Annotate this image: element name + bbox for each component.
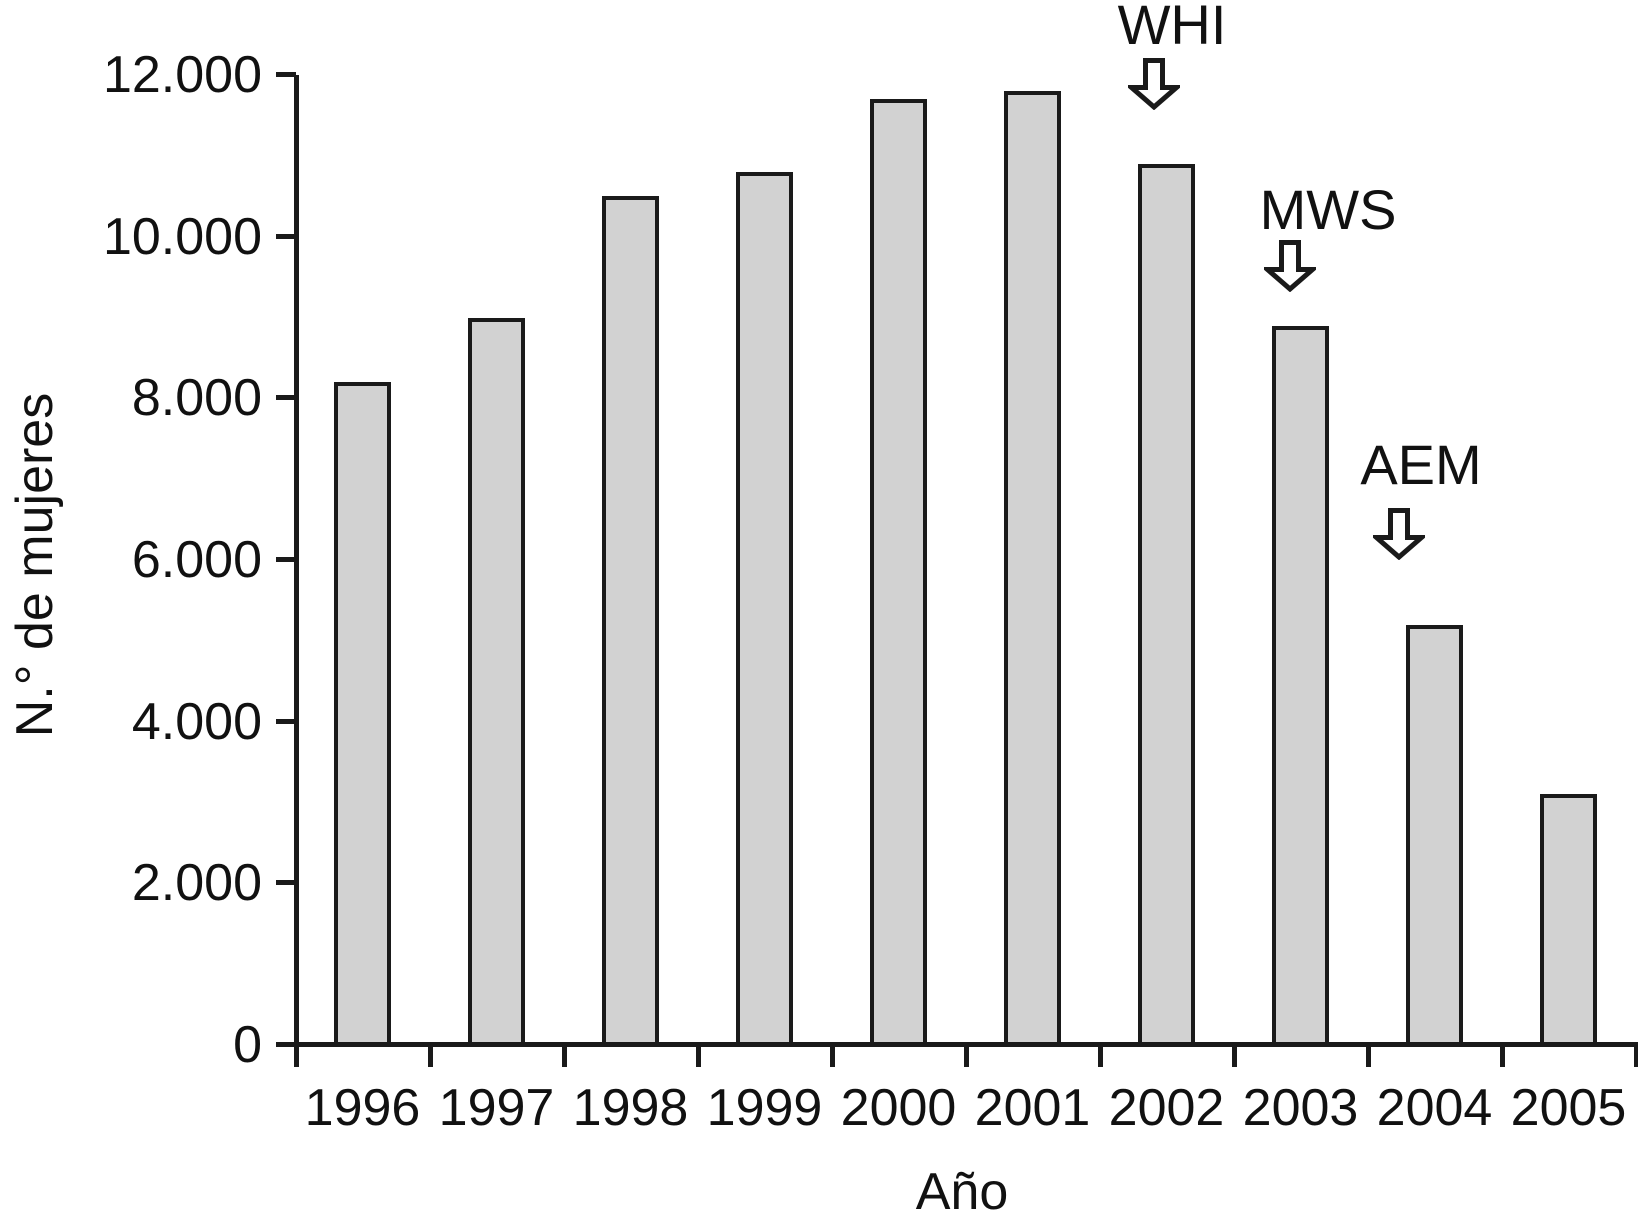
x-tick-label-1998: 1998	[572, 1079, 689, 1137]
y-tick	[276, 557, 296, 562]
bar-2001	[1004, 91, 1061, 1047]
x-tick	[1500, 1042, 1505, 1067]
x-axis-line	[294, 1042, 1638, 1047]
x-tick-label-1997: 1997	[438, 1079, 555, 1137]
x-tick-label-2005: 2005	[1510, 1079, 1627, 1137]
y-tick-label: 6.000	[131, 531, 262, 589]
annotation-label-MWS: MWS	[1259, 178, 1397, 241]
x-tick	[1098, 1042, 1103, 1067]
y-tick-label: 0	[233, 1016, 262, 1074]
y-tick-label: 2.000	[131, 854, 262, 912]
x-tick	[428, 1042, 433, 1067]
x-tick	[1232, 1042, 1237, 1067]
x-axis-title: Año	[915, 1163, 1009, 1221]
x-tick-label-1996: 1996	[304, 1079, 421, 1137]
bar-1998	[602, 196, 659, 1047]
bar-1999	[736, 172, 793, 1047]
y-tick-label: 12.000	[102, 46, 262, 104]
bar-2000	[870, 99, 927, 1047]
x-tick	[1366, 1042, 1371, 1067]
down-arrow-icon	[1260, 240, 1320, 293]
x-tick	[830, 1042, 835, 1067]
x-tick	[964, 1042, 969, 1067]
y-tick-label: 4.000	[131, 693, 262, 751]
x-tick	[562, 1042, 567, 1067]
x-tick-label-1999: 1999	[706, 1079, 823, 1137]
y-axis-line	[294, 75, 299, 1047]
y-tick	[276, 234, 296, 239]
bar-1996	[334, 382, 391, 1047]
x-tick	[696, 1042, 701, 1067]
y-tick	[276, 719, 296, 724]
bar-2002	[1138, 164, 1195, 1047]
bar-2003	[1272, 326, 1329, 1047]
y-tick-label: 10.000	[102, 208, 262, 266]
y-tick	[276, 880, 296, 885]
down-arrow-icon	[1124, 58, 1184, 111]
x-tick	[294, 1042, 299, 1067]
bar-1997	[468, 318, 525, 1047]
x-tick-label-2002: 2002	[1108, 1079, 1225, 1137]
y-tick-label: 8.000	[131, 369, 262, 427]
x-tick-label-2003: 2003	[1242, 1079, 1359, 1137]
x-tick-label-2001: 2001	[974, 1079, 1091, 1137]
annotation-label-WHI: WHI	[1117, 0, 1227, 56]
y-tick	[276, 395, 296, 400]
down-arrow-icon	[1369, 508, 1429, 561]
annotation-label-AEM: AEM	[1360, 433, 1482, 496]
y-tick	[276, 1042, 296, 1047]
x-tick-label-2000: 2000	[840, 1079, 957, 1137]
bar-2004	[1406, 625, 1463, 1047]
bar-2005	[1540, 794, 1597, 1047]
x-tick	[1634, 1042, 1638, 1067]
x-tick-label-2004: 2004	[1376, 1079, 1493, 1137]
y-tick	[276, 72, 296, 77]
